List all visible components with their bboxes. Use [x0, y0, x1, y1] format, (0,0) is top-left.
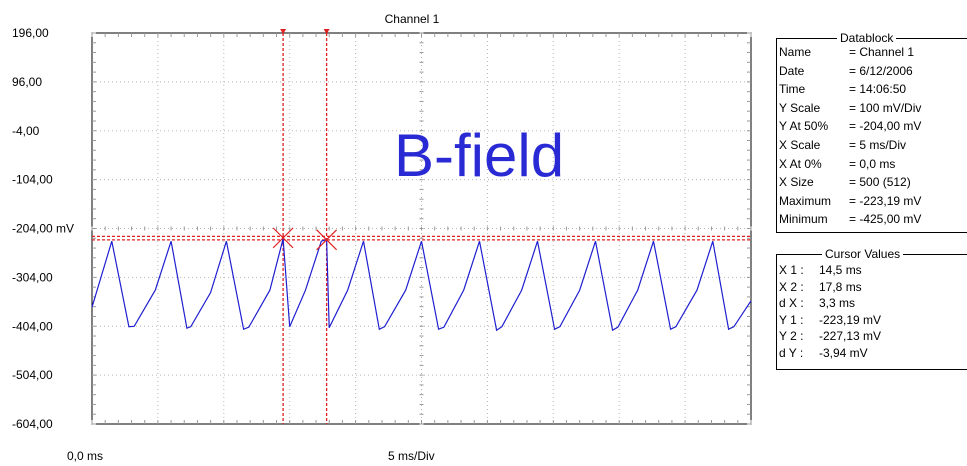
panel-row-key: Y 1 :	[779, 312, 804, 327]
panel-row: Date = 6/12/2006	[779, 63, 913, 78]
panel-row: X Size = 500 (512)	[779, 175, 911, 190]
panel-row-value: 3,3 ms	[819, 296, 856, 310]
panel-row-key: X 2 :	[779, 279, 804, 294]
panel-row: X 1 : 14,5 ms	[779, 263, 862, 277]
panel-row-value: = 14:06:50	[849, 82, 907, 97]
panel-row-key: Maximum	[779, 193, 832, 208]
panel-row-value: = -223,19 mV	[849, 193, 922, 208]
b-field-label: B-field	[394, 122, 564, 189]
y-tick-label: 196,00	[12, 26, 49, 40]
cursor-cross-marker	[272, 227, 294, 249]
cursor-markers	[272, 227, 338, 251]
panel-row-value: -227,13 mV	[819, 329, 882, 343]
panel-row-key: Y 2 :	[779, 329, 804, 343]
datablock-title: Datablock	[837, 31, 897, 45]
x-start-label: 0,0 ms	[67, 449, 103, 463]
y-tick-label: -304,00	[12, 270, 53, 284]
y-tick-label: -404,00	[12, 319, 53, 333]
panel-row: Maximum = -223,19 mV	[779, 193, 921, 208]
panel-row-value: -3,94 mV	[819, 345, 868, 360]
panel-row-key: X Size	[779, 175, 814, 190]
panel-row-key: Time	[779, 82, 806, 97]
panel-row-value: 17,8 ms	[819, 279, 862, 294]
panel-row: Y Scale = 100 mV/Div	[779, 100, 921, 115]
panel-row-value: = -425,00 mV	[849, 212, 922, 227]
panel-row: Y At 50% = -204,00 mV	[779, 119, 921, 134]
panel-row: Y 2 : -227,13 mV	[779, 329, 881, 343]
panel-row-key: Y Scale	[779, 100, 821, 115]
panel-row-value: = 6/12/2006	[849, 63, 913, 78]
panel-row-value: = -204,00 mV	[849, 119, 922, 134]
panel-row-key: Minimum	[779, 212, 828, 227]
panel-row-key: d Y :	[779, 345, 804, 360]
y-tick-label: -604,00	[12, 417, 53, 431]
panel-row: d Y : -3,94 mV	[779, 345, 868, 360]
panel-row-value: = Channel 1	[849, 45, 915, 59]
y-tick-label: -4,00	[12, 124, 40, 138]
panel-row: Name = Channel 1	[779, 45, 914, 59]
panel-row-value: = 5 ms/Div	[849, 138, 907, 152]
panel-row: Minimum = -425,00 mV	[779, 212, 921, 227]
y-axis-ticks: 196,00 96,00 -4,00 -104,00 -204,00 mV -304,00…	[12, 26, 74, 431]
panel-row-value: 14,5 ms	[819, 263, 862, 277]
cursor-cross-marker	[316, 229, 338, 251]
panel-row: Y 1 : -223,19 mV	[779, 312, 881, 327]
grid	[91, 32, 752, 425]
y-tick-label: -204,00 mV	[12, 222, 74, 236]
panel-row: X At 0% = 0,0 ms	[779, 156, 895, 171]
y-tick-label: 96,00	[12, 75, 42, 89]
waveform-trace	[91, 238, 752, 332]
panel-row: X 2 : 17,8 ms	[779, 279, 862, 294]
panel-row-value: = 0,0 ms	[849, 156, 896, 171]
cursor-marker-triangle	[323, 29, 330, 34]
panel-row-key: Y At 50%	[779, 119, 829, 134]
datablock-panel: Datablock Name = Channel 1 Date = 6/12/2006…	[776, 31, 967, 233]
chart-title: Channel 1	[385, 12, 440, 26]
y-tick-label: -104,00	[12, 173, 53, 187]
cursor-values-title: Cursor Values	[822, 247, 904, 261]
panel-row-value: = 100 mV/Div	[849, 100, 922, 115]
panel-row-key: X Scale	[779, 138, 821, 152]
panel-row-value: -223,19 mV	[819, 312, 882, 327]
panel-row-key: Date	[779, 63, 805, 78]
panel-row-key: Name	[779, 45, 812, 59]
panel-row-value: = 500 (512)	[849, 175, 911, 190]
panel-row-key: X At 0%	[779, 156, 822, 171]
oscilloscope-chart: Channel 1 196,00 96,00 -4,00 -104,00 -204,00…	[12, 12, 752, 463]
x-axis-label: 5 ms/Div	[388, 449, 435, 463]
cursor-values-panel: Cursor Values X 1 : 14,5 ms X 2 : 17,8 ms d …	[776, 247, 967, 370]
y-tick-label: -504,00	[12, 368, 53, 382]
panel-row-key: X 1 :	[779, 263, 804, 277]
panel-row: X Scale = 5 ms/Div	[779, 138, 906, 152]
cursor-marker-triangle	[280, 29, 287, 34]
panel-row: Time = 14:06:50	[779, 82, 906, 97]
cursor-lines	[280, 29, 330, 424]
panel-row-key: d X :	[779, 296, 804, 310]
panel-row: d X : 3,3 ms	[779, 296, 855, 310]
